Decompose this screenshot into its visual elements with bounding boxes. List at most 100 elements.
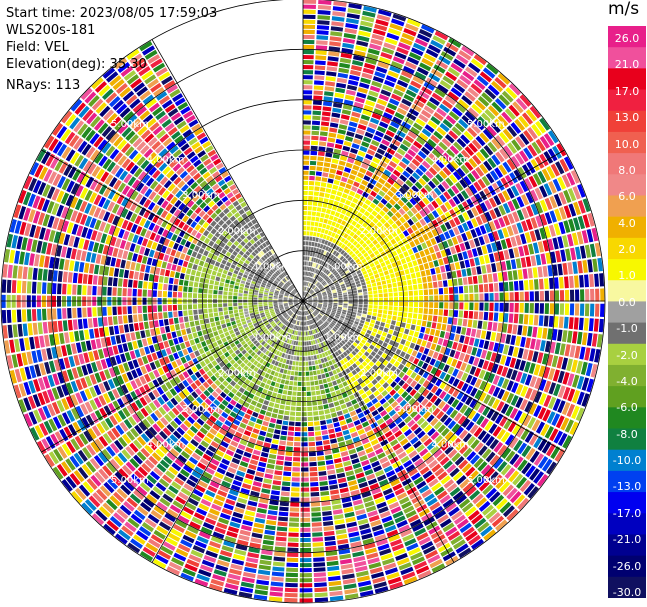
velocity-gate — [405, 23, 419, 32]
velocity-gate — [421, 86, 433, 96]
velocity-gate — [290, 492, 300, 497]
velocity-gate — [396, 107, 407, 116]
velocity-gate — [310, 150, 318, 156]
velocity-gate — [472, 412, 481, 423]
velocity-gate — [442, 257, 449, 265]
velocity-gate — [473, 457, 484, 469]
velocity-gate — [270, 495, 280, 501]
velocity-gate — [348, 121, 358, 128]
velocity-gate — [322, 399, 328, 405]
velocity-gate — [335, 283, 340, 287]
velocity-gate — [306, 310, 308, 315]
velocity-gate — [373, 465, 383, 473]
velocity-gate — [358, 292, 363, 296]
velocity-gate — [305, 305, 308, 310]
velocity-gate — [484, 293, 489, 302]
velocity-gate — [543, 133, 555, 147]
velocity-gate — [318, 313, 323, 318]
velocity-gate — [541, 458, 553, 472]
velocity-gate — [326, 418, 333, 424]
velocity-gate — [290, 370, 295, 376]
velocity-gate — [361, 374, 368, 381]
velocity-gate — [232, 511, 244, 519]
velocity-gate — [319, 136, 328, 142]
velocity-gate — [498, 164, 508, 176]
velocity-gate — [394, 51, 407, 60]
velocity-gate — [424, 401, 433, 410]
velocity-gate — [379, 240, 386, 247]
velocity-gate — [312, 110, 322, 116]
velocity-gate — [327, 474, 337, 480]
velocity-gate — [498, 343, 505, 354]
velocity-gate — [350, 336, 356, 341]
velocity-gate — [297, 310, 300, 315]
velocity-gate — [325, 246, 330, 251]
velocity-gate — [321, 116, 330, 122]
velocity-gate — [235, 502, 246, 509]
velocity-gate — [306, 381, 311, 386]
velocity-gate — [367, 510, 378, 518]
velocity-gate — [180, 572, 194, 582]
velocity-gate — [384, 259, 391, 266]
velocity-gate — [436, 410, 445, 420]
velocity-gate — [182, 534, 195, 544]
velocity-gate — [484, 302, 489, 311]
velocity-gate — [303, 291, 305, 296]
velocity-gate — [454, 103, 466, 114]
velocity-gate — [440, 249, 447, 258]
velocity-gate — [303, 306, 305, 311]
velocity-gate — [453, 412, 463, 422]
velocity-gate — [183, 506, 195, 516]
velocity-gate — [338, 304, 343, 308]
velocity-gate — [279, 440, 287, 446]
velocity-gate — [515, 97, 528, 111]
velocity-gate — [484, 467, 496, 479]
velocity-gate — [395, 447, 404, 456]
velocity-gate — [200, 526, 213, 535]
velocity-gate — [467, 172, 476, 183]
velocity-gate — [398, 524, 410, 533]
velocity-gate — [327, 332, 332, 337]
velocity-gate — [241, 576, 255, 584]
velocity-gate — [353, 306, 358, 310]
velocity-gate — [307, 296, 312, 299]
velocity-gate — [266, 514, 277, 521]
velocity-gate — [356, 570, 369, 578]
velocity-gate — [452, 254, 459, 262]
velocity-gate — [359, 232, 365, 239]
velocity-gate — [331, 261, 336, 267]
velocity-gate — [303, 100, 312, 105]
velocity-gate — [502, 227, 509, 238]
velocity-gate — [327, 570, 341, 577]
velocity-gate — [371, 174, 380, 181]
velocity-gate — [501, 447, 512, 459]
velocity-gate — [303, 200, 308, 206]
velocity-gate — [209, 508, 220, 516]
velocity-gate — [506, 187, 515, 199]
velocity-gate — [410, 273, 416, 279]
velocity-gate — [312, 206, 317, 211]
velocity-gate — [308, 315, 311, 320]
velocity-gate — [394, 404, 402, 412]
velocity-gate — [317, 348, 322, 354]
velocity-gate — [238, 492, 249, 500]
velocity-gate — [498, 131, 510, 144]
velocity-gate — [267, 458, 276, 465]
velocity-gate — [312, 303, 317, 306]
velocity-gate — [408, 330, 415, 336]
velocity-gate — [312, 285, 316, 290]
velocity-gate — [370, 161, 378, 169]
velocity-gate — [313, 303, 318, 305]
velocity-gate — [458, 286, 464, 294]
velocity-gate — [509, 357, 517, 368]
velocity-gate — [336, 133, 345, 140]
velocity-gate — [380, 322, 386, 327]
velocity-gate — [515, 234, 522, 246]
velocity-gate — [365, 239, 372, 245]
velocity-gate — [400, 338, 406, 345]
velocity-gate — [463, 175, 472, 186]
velocity-gate — [324, 535, 336, 542]
velocity-gate — [535, 215, 543, 228]
velocity-gate — [475, 135, 486, 147]
velocity-gate — [347, 256, 353, 262]
